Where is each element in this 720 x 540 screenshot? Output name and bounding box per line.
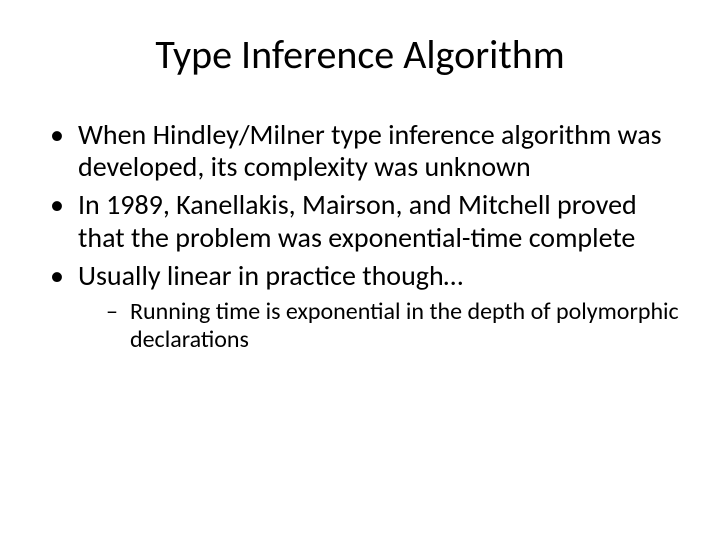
slide-title: Type Inference Algorithm — [40, 30, 680, 79]
bullet-text: Usually linear in practice though… — [78, 258, 463, 293]
bullet-list: When Hindley/Milner type inference algor… — [40, 119, 680, 353]
sub-bullet-list: Running time is exponential in the depth… — [78, 298, 680, 353]
bullet-item: When Hindley/Milner type inference algor… — [50, 119, 680, 183]
bullet-item: Usually linear in practice though… Runni… — [50, 260, 680, 353]
bullet-item: In 1989, Kanellakis, Mairson, and Mitche… — [50, 189, 680, 253]
bullet-text: In 1989, Kanellakis, Mairson, and Mitche… — [78, 187, 637, 254]
bullet-text: When Hindley/Milner type inference algor… — [78, 117, 662, 184]
sub-bullet-item: Running time is exponential in the depth… — [106, 298, 680, 353]
slide: Type Inference Algorithm When Hindley/Mi… — [0, 0, 720, 540]
sub-bullet-text: Running time is exponential in the depth… — [130, 297, 679, 354]
